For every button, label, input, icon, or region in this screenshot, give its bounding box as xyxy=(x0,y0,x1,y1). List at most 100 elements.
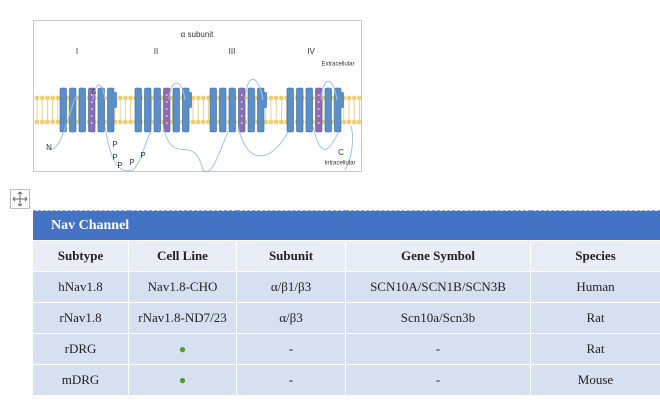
lipid-head xyxy=(34,119,40,125)
table-cell: Mouse xyxy=(530,364,660,396)
pore-loop xyxy=(339,92,344,108)
move-handle[interactable] xyxy=(10,189,30,209)
lipid-head xyxy=(39,119,45,125)
lipid-head xyxy=(117,95,123,101)
pore-loop xyxy=(112,92,117,108)
charge-dot xyxy=(317,115,320,117)
helix xyxy=(324,87,332,133)
helix xyxy=(305,87,313,133)
helix xyxy=(228,87,236,133)
table-cell: ● xyxy=(128,364,237,396)
table-cell: SCN10A/SCN1B/SCN3B xyxy=(345,271,531,303)
lipid-head xyxy=(201,95,206,101)
charge-dot xyxy=(165,94,168,96)
intracellular-label: Intracellular xyxy=(324,161,355,167)
p-label: P xyxy=(129,158,134,167)
lipid-head xyxy=(128,95,133,101)
move-icon xyxy=(12,191,28,207)
table-cell: - xyxy=(345,364,531,396)
membrane xyxy=(34,87,362,133)
charge-dot xyxy=(240,108,243,110)
charge-dot xyxy=(90,101,93,103)
lipid-head xyxy=(55,95,61,101)
helix xyxy=(69,87,77,133)
header-row: Subtype Cell Line Subunit Gene Symbol Specie… xyxy=(32,240,660,272)
c-terminus: C xyxy=(338,148,344,157)
lipid-head xyxy=(357,119,362,125)
lipid-head xyxy=(351,119,357,125)
charge-dot xyxy=(317,108,320,110)
charge-dot xyxy=(317,101,320,103)
column-header: Species xyxy=(530,240,660,272)
table-row: rDRG ● - - Rat xyxy=(32,333,660,365)
column-header: Subtype xyxy=(32,240,129,272)
lipid-head xyxy=(45,95,50,101)
lipid-head xyxy=(45,119,50,125)
lipid-head xyxy=(190,119,196,125)
lipid-head xyxy=(50,95,55,101)
helix xyxy=(286,87,294,133)
p-label: P xyxy=(117,161,122,170)
charge-dot xyxy=(240,101,243,103)
table-cell: Nav1.8-CHO xyxy=(128,271,237,303)
charge-dot xyxy=(165,101,168,103)
lipid-head xyxy=(346,95,352,101)
domain-label: III xyxy=(229,47,236,56)
table-cell: hNav1.8 xyxy=(32,271,129,303)
table-cell: mDRG xyxy=(32,364,129,396)
table-cell: α/β1/β3 xyxy=(236,271,346,303)
lipid-head xyxy=(201,119,206,125)
lipid-head xyxy=(55,119,61,125)
column-header: Gene Symbol xyxy=(345,240,531,272)
table-cell: - xyxy=(236,364,346,396)
charge-dot xyxy=(90,94,93,96)
nav-table: Nav Channel Subtype Cell Line Subunit Gene S… xyxy=(32,210,660,396)
lipid-head xyxy=(195,119,201,125)
channel-figure: α subunit I II III IV Extracellular Intr… xyxy=(33,20,362,173)
table-cell: Rat xyxy=(530,333,660,365)
charge-dot xyxy=(240,122,243,124)
helix xyxy=(315,87,323,133)
helix xyxy=(153,87,161,133)
charge-dot xyxy=(165,108,168,110)
charge-dot xyxy=(240,94,243,96)
domain-label: II xyxy=(154,47,158,56)
p-label: P xyxy=(112,153,117,162)
column-header: Subunit xyxy=(236,240,346,272)
column-header: Cell Line xyxy=(128,240,237,272)
p-label: P xyxy=(140,151,145,160)
lipid-head xyxy=(263,119,269,125)
title-row: Nav Channel xyxy=(32,210,660,241)
lipid-head xyxy=(273,95,279,101)
table-cell: rNav1.8 xyxy=(32,302,129,334)
charge-dot xyxy=(90,122,93,124)
figure-title: α subunit xyxy=(181,30,214,39)
p-labels: PPP PP xyxy=(112,140,145,170)
helix xyxy=(144,87,152,133)
table-cell: Scn10a/Scn3b xyxy=(345,302,531,334)
helix xyxy=(172,87,180,133)
lipid-head xyxy=(351,95,357,101)
table-cell: rNav1.8-ND7/23 xyxy=(128,302,237,334)
domain-label: I xyxy=(76,47,78,56)
table-cell: - xyxy=(345,333,531,365)
lipid-head xyxy=(279,95,284,101)
s-label: S xyxy=(92,89,97,96)
table-cell: - xyxy=(236,333,346,365)
lipid-head xyxy=(279,119,284,125)
lipid-head xyxy=(34,95,40,101)
charge-dot xyxy=(90,115,93,117)
helix xyxy=(134,87,142,133)
pore-loop xyxy=(187,92,192,108)
helix xyxy=(163,87,171,133)
lipid-head xyxy=(128,119,133,125)
table-row: rNav1.8 rNav1.8-ND7/23 α/β3 Scn10a/Scn3b Rat xyxy=(32,302,660,334)
helix xyxy=(296,87,304,133)
lipid-head xyxy=(346,119,352,125)
p-label: P xyxy=(112,140,117,149)
helix xyxy=(209,87,217,133)
table-cell: Rat xyxy=(530,302,660,334)
charge-dot xyxy=(240,115,243,117)
lipid-head xyxy=(39,95,45,101)
